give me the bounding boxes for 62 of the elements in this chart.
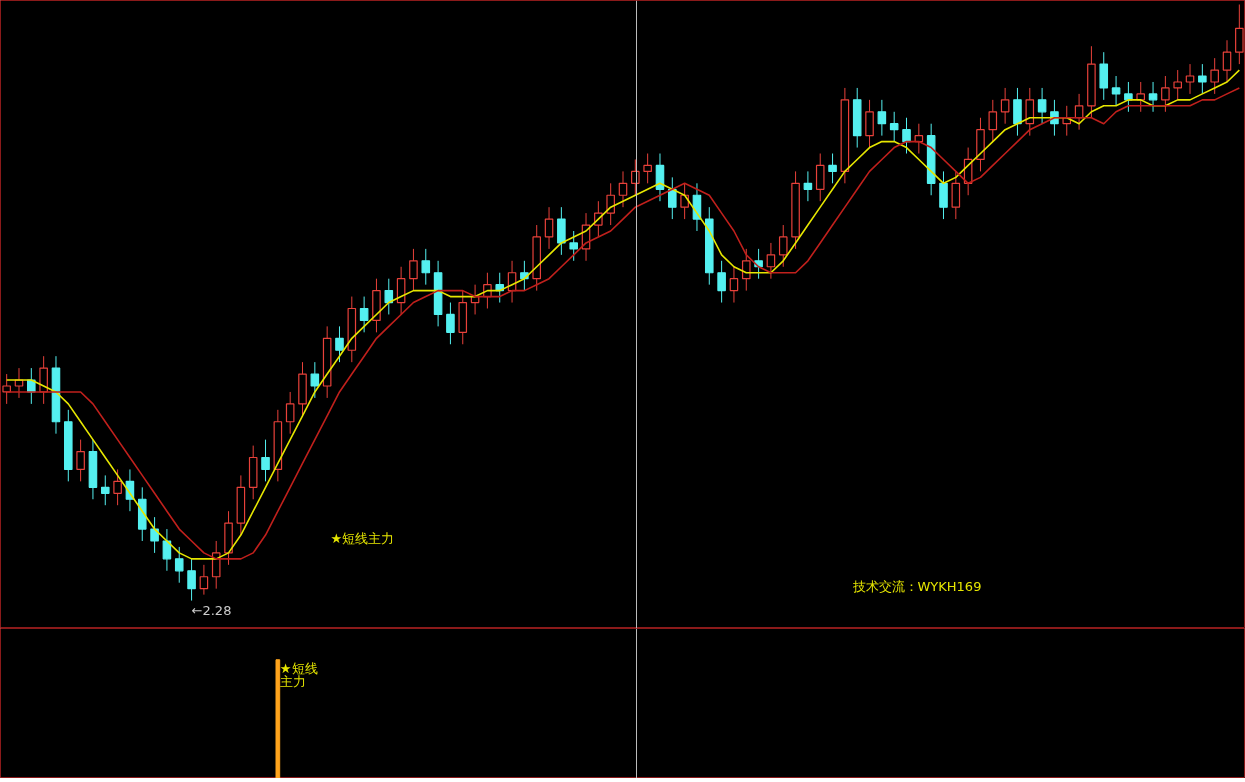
candlestick: [1148, 81, 1158, 113]
candlestick: [951, 170, 961, 220]
candlestick: [174, 546, 184, 584]
candlestick: [1124, 81, 1133, 113]
candlestick: [902, 117, 911, 155]
text: ←2.28: [191, 602, 232, 618]
candlestick: [409, 248, 418, 292]
candlestick: [335, 325, 344, 363]
candlestick: [1185, 63, 1195, 95]
annotation: 技术交流：WYKH169: [851, 578, 982, 594]
candlestick: [606, 182, 615, 226]
candlestick: [261, 439, 270, 482]
candlestick: [889, 111, 899, 143]
candlestick: [717, 260, 726, 304]
candlestick: [211, 540, 221, 590]
candlestick: [668, 176, 677, 220]
candlestick: [914, 123, 924, 155]
candlestick: [1136, 81, 1146, 113]
candlestick: [828, 153, 837, 184]
candlestick: [631, 158, 640, 196]
candlestick: [446, 302, 455, 345]
candlestick: [643, 153, 652, 184]
candlestick: [150, 516, 159, 554]
candlestick: [421, 248, 431, 286]
candlestick: [1161, 75, 1170, 113]
annotation: ★短线主力: [330, 531, 395, 547]
candlestick: [569, 230, 578, 262]
candlestick: [1222, 39, 1232, 83]
candlestick: [76, 439, 85, 482]
candlestick: [1111, 75, 1121, 107]
candlestick: [680, 182, 689, 220]
candlestick: [865, 99, 874, 149]
candlestick: [310, 361, 320, 399]
candlestick: [359, 296, 369, 333]
candlestick: [1013, 87, 1022, 137]
candlestick: [815, 153, 825, 202]
candlestick: [618, 170, 628, 208]
candlestick: [778, 224, 788, 268]
candlestick: [557, 206, 566, 256]
candlestick: [285, 391, 295, 435]
candlestick: [988, 99, 998, 143]
candlestick: [1210, 57, 1219, 95]
candlestick: [199, 564, 209, 596]
candlestick: [544, 206, 554, 250]
candlestick: [939, 170, 948, 220]
candlestick: [187, 558, 196, 602]
candlestick: [113, 468, 122, 506]
candlestick: [1037, 87, 1047, 125]
candlestick: [384, 278, 394, 315]
candlestick: [803, 170, 813, 202]
candlestick: [741, 248, 751, 292]
candlestick: [39, 355, 48, 405]
annotation: ★短线主力: [279, 660, 318, 690]
candlestick: [1198, 63, 1207, 95]
candlestick: [729, 266, 739, 304]
candlestick: [877, 99, 887, 137]
candlestick: [1173, 69, 1182, 101]
candlestick: [1000, 87, 1010, 125]
candlestick: [100, 474, 110, 506]
candlestick: [766, 242, 776, 280]
candlestick: [1099, 51, 1109, 101]
candlestick: [1025, 87, 1035, 137]
